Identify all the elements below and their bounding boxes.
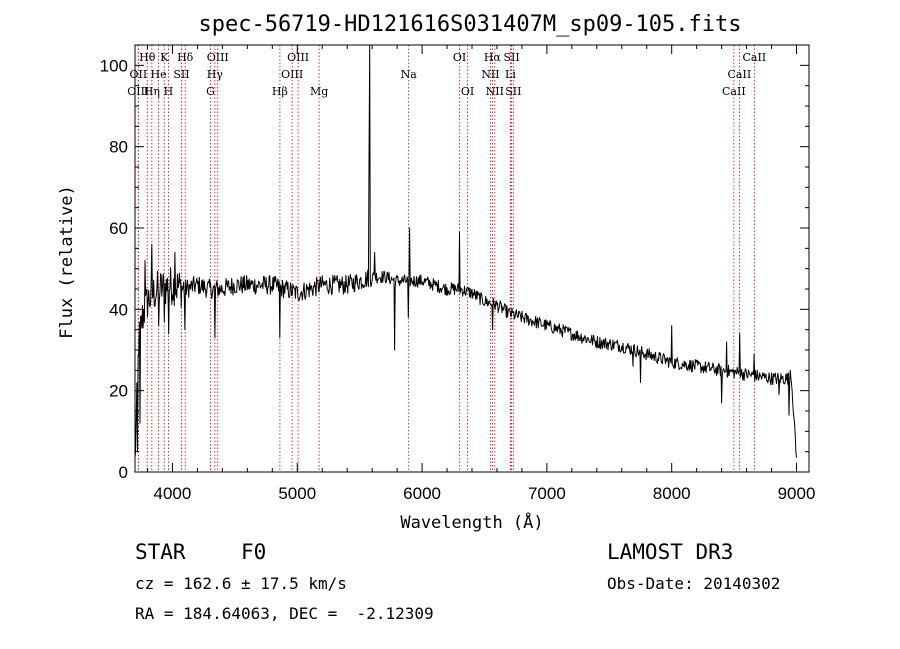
y-tick-label: 80 (109, 138, 128, 157)
spectral-line-label: OII (130, 68, 148, 81)
spectral-line-label: Hβ (272, 85, 288, 98)
y-tick-label: 100 (100, 56, 128, 75)
spectral-line-label: SII (503, 51, 519, 64)
redshift-velocity: cz = 162.6 ± 17.5 km/s (135, 574, 347, 593)
object-class: STAR (135, 540, 186, 564)
coordinates: RA = 184.64063, DEC = -2.12309 (135, 604, 434, 623)
y-tick-label: 60 (109, 219, 128, 238)
plot-frame (134, 44, 810, 473)
spectral-line-label: Li (505, 68, 516, 81)
spectral-line-label: K (160, 51, 169, 64)
spectral-line-label: Hδ (177, 51, 194, 64)
spectral-line-label: OIII (207, 51, 229, 64)
spectral-line-label: Na (401, 68, 418, 81)
spectral-line-label: OIII (281, 68, 303, 81)
x-tick-label: 9000 (778, 484, 816, 503)
spectral-line-label: NII (481, 68, 499, 81)
spectral-line-label: NII (486, 85, 504, 98)
spectral-line-label: OI (453, 51, 466, 64)
y-axis-ticks: 0 20 40 60 80 100 (100, 56, 809, 482)
y-tick-label: 0 (119, 463, 128, 482)
y-tick-label: 20 (109, 382, 128, 401)
spectral-line-label: CaII (728, 68, 752, 81)
spectral-line-label: SII (173, 68, 189, 81)
y-tick-label: 40 (109, 300, 128, 319)
spectral-line-markers (137, 45, 755, 472)
x-axis-label: Wavelength (Å) (400, 511, 543, 533)
x-tick-label: 5000 (278, 484, 316, 503)
spectral-line-label: H (164, 85, 174, 98)
spectrum-line (134, 44, 797, 458)
spectral-line-label: CaII (722, 85, 746, 98)
x-tick-label: 4000 (154, 484, 192, 503)
spectral-line-label: Hα (484, 51, 502, 64)
spectral-line-label: OIII (127, 85, 149, 98)
spectral-line-label: Hγ (207, 68, 224, 81)
spectral-line-label: Hθ (139, 51, 156, 64)
spectral-line-label: OI (461, 85, 474, 98)
spectral-line-label: OIII (287, 51, 309, 64)
x-tick-label: 8000 (653, 484, 691, 503)
object-subclass: F0 (241, 540, 267, 564)
spectral-line-label: Hη (144, 85, 160, 98)
x-tick-label: 7000 (528, 484, 566, 503)
spectral-line-label: CaII (742, 51, 766, 64)
chart-title: spec-56719-HD121616S031407M_sp09-105.fit… (198, 12, 741, 37)
survey-name: LAMOST DR3 (607, 540, 734, 564)
x-tick-label: 6000 (403, 484, 441, 503)
spectral-line-label: SII (505, 85, 521, 98)
spectral-line-label: He (151, 68, 167, 81)
spectral-line-label: Mg (310, 85, 328, 98)
observation-date: Obs-Date: 20140302 (607, 574, 781, 593)
y-axis-label: Flux (relative) (57, 185, 77, 339)
spectral-line-label: G (206, 85, 215, 98)
x-axis-ticks: 4000 5000 6000 7000 8000 9000 (146, 45, 816, 503)
